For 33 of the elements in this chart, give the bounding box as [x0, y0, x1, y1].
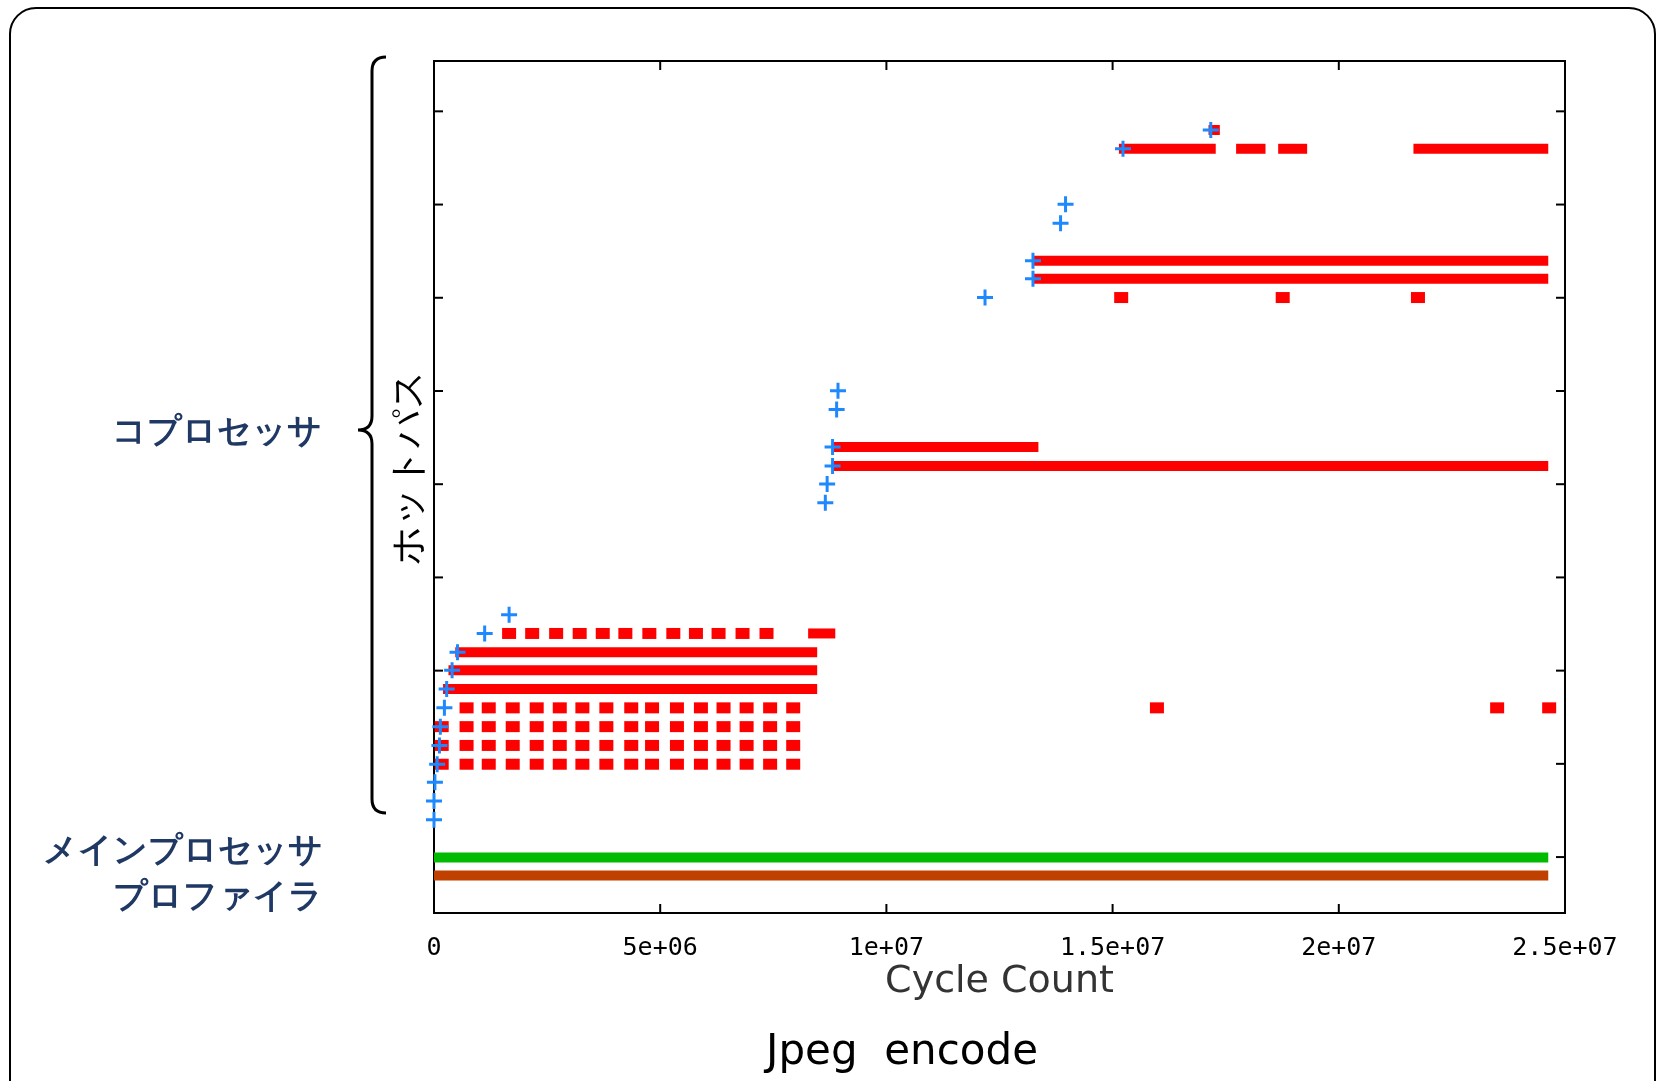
point	[1023, 251, 1043, 271]
point	[429, 735, 449, 755]
x-tick-label: 5e+06	[622, 932, 698, 961]
point	[815, 493, 835, 513]
x-tick-label: 2.5e+07	[1512, 932, 1618, 961]
point	[975, 288, 995, 308]
point	[427, 754, 447, 774]
point	[434, 698, 454, 718]
point	[1023, 269, 1043, 289]
point	[1056, 194, 1076, 214]
point	[499, 605, 519, 625]
point	[1113, 139, 1133, 159]
point	[442, 660, 462, 680]
point	[430, 717, 450, 737]
x-tick-label: 2e+07	[1301, 932, 1377, 961]
y-axis-title: ホットパス	[385, 369, 429, 565]
point	[437, 679, 457, 699]
point	[1051, 213, 1071, 233]
point	[817, 474, 837, 494]
point	[424, 810, 444, 830]
point	[823, 456, 843, 476]
text: Jpeg encode	[763, 1025, 1038, 1074]
point	[424, 791, 444, 811]
point	[425, 772, 445, 792]
text: コプロセッサ	[112, 410, 322, 450]
x-tick-label: 0	[426, 932, 442, 961]
point	[828, 381, 848, 401]
point	[1201, 120, 1221, 140]
point	[823, 437, 843, 457]
point	[448, 642, 468, 662]
point	[475, 623, 495, 643]
text: メインプロセッサプロファイラ	[42, 828, 323, 917]
point	[827, 400, 847, 420]
